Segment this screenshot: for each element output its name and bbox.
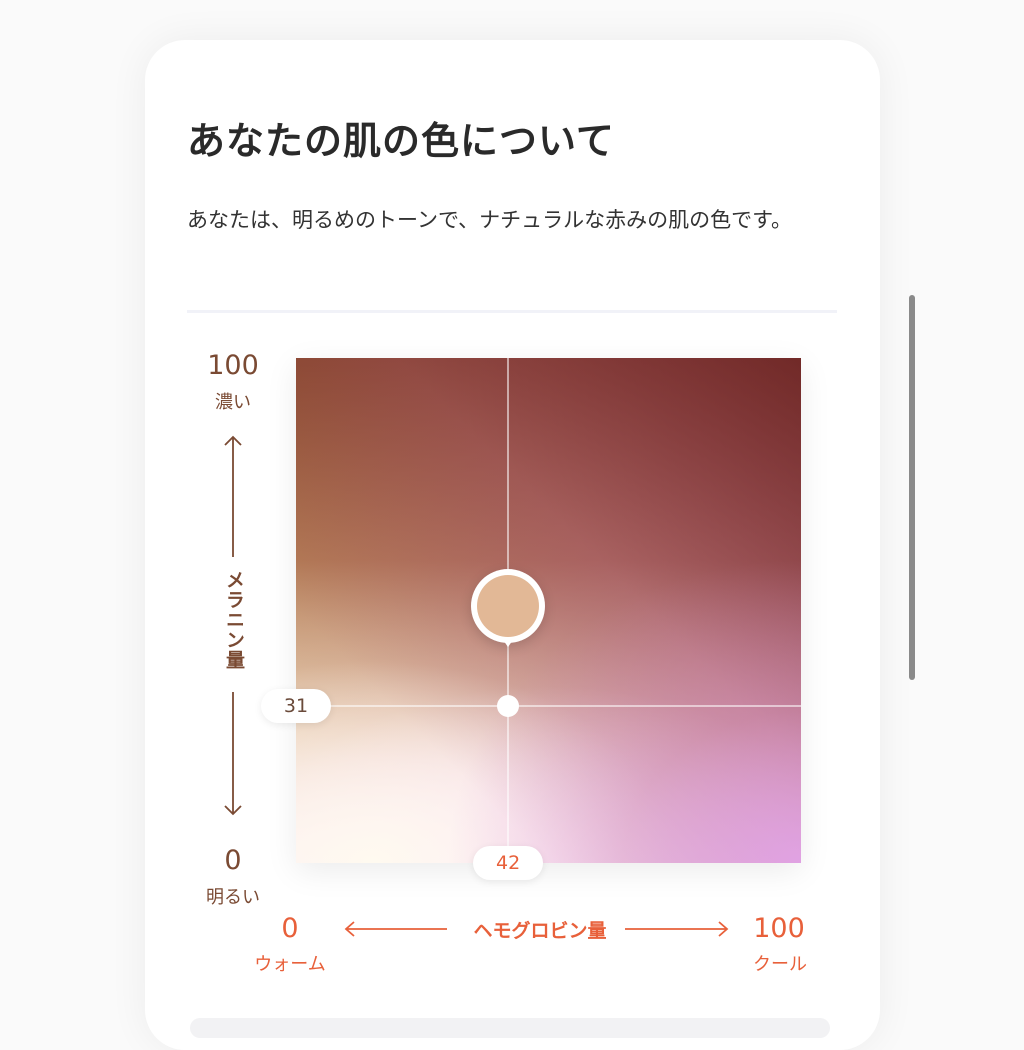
x-min-label: ウォーム — [254, 954, 326, 975]
skin-color-marker[interactable] — [471, 569, 546, 648]
x-axis-title: ヘモグロビン量 — [473, 920, 607, 942]
y-max-value: 100 — [207, 350, 259, 381]
y-guide-line — [296, 705, 801, 708]
y-axis-title: メラニン量 — [223, 570, 245, 670]
y-max-label: 濃い — [215, 392, 251, 413]
skin-color-map[interactable] — [296, 358, 801, 863]
x-max-value: 100 — [753, 913, 805, 944]
arrow-up-icon — [224, 435, 242, 557]
y-value-badge: 31 — [261, 689, 331, 724]
arrow-left-icon — [344, 921, 447, 937]
skin-color-swatch — [477, 575, 540, 638]
x-max-label: クール — [753, 954, 807, 975]
next-section — [190, 1018, 830, 1038]
skin-color-card: あなたの肌の色について あなたは、明るめのトーンで、ナチュラルな赤みの肌の色です… — [145, 40, 880, 1050]
card-description: あなたは、明るめのトーンで、ナチュラルな赤みの肌の色です。 — [187, 208, 793, 232]
y-min-value: 0 — [224, 845, 242, 876]
data-point[interactable] — [497, 695, 520, 718]
scrollbar[interactable] — [909, 295, 915, 680]
x-min-value: 0 — [281, 913, 299, 944]
y-min-label: 明るい — [206, 887, 260, 908]
divider — [187, 310, 837, 313]
arrow-right-icon — [625, 921, 729, 937]
card-title: あなたの肌の色について — [187, 119, 615, 163]
arrow-down-icon — [224, 692, 242, 816]
x-value-badge: 42 — [473, 846, 544, 880]
